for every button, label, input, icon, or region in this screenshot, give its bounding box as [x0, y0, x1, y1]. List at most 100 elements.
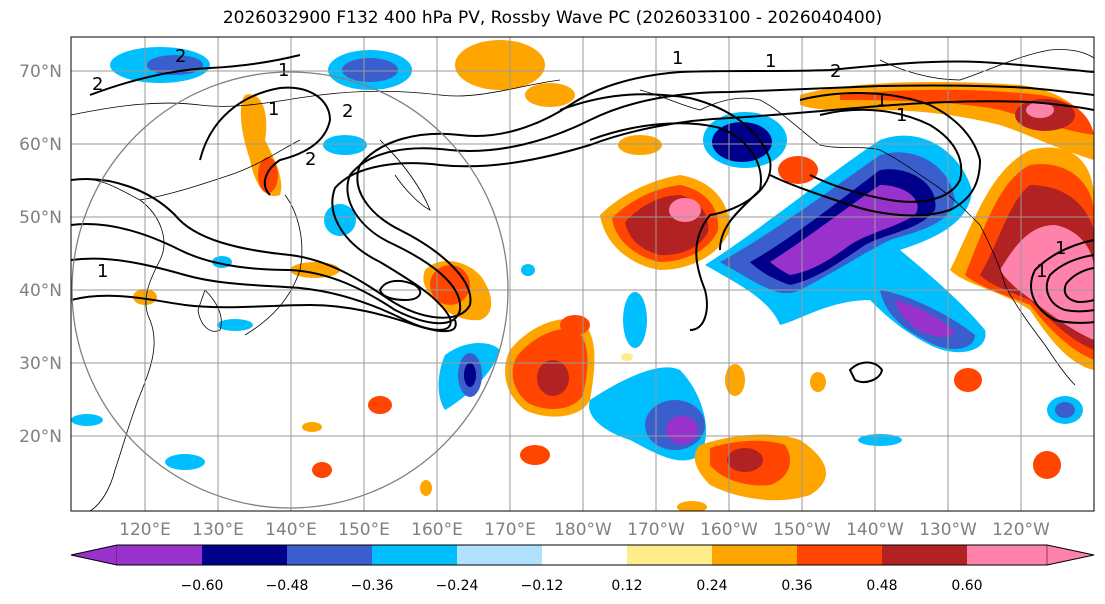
lat-label: 70°N	[19, 62, 62, 82]
positive-anomaly-region	[455, 40, 545, 90]
positive-anomaly-region	[725, 364, 745, 396]
colorbar-tick-label: −0.36	[351, 578, 394, 594]
positive-anomaly-region	[368, 396, 392, 414]
reference-circle	[71, 71, 509, 509]
lat-label: 30°N	[19, 354, 62, 374]
positive-anomaly-region	[430, 265, 470, 305]
colorbar-segment	[372, 545, 457, 565]
lat-label: 50°N	[19, 208, 62, 228]
colorbar-segment	[712, 545, 797, 565]
colorbar-tick-label: 0.24	[696, 578, 727, 594]
contour-label-group: 2 1 2 1 2 2 1 1 2 1 1 1 1 1	[92, 46, 1066, 282]
negative-anomaly-region	[521, 264, 535, 276]
korea-coastline	[197, 289, 222, 332]
positive-anomaly-region	[312, 462, 332, 478]
lon-label: 150°E	[338, 520, 390, 540]
kamchatka-coastline	[379, 139, 431, 211]
colorbar-tick-label: −0.24	[436, 578, 479, 594]
colorbar-tick-label: 0.60	[951, 578, 982, 594]
contour-label: 1	[268, 99, 279, 120]
negative-anomaly-region	[770, 185, 918, 275]
contour-label: 2	[175, 46, 186, 67]
lon-label: 120°E	[119, 520, 171, 540]
colorbar-segment	[627, 545, 712, 565]
positive-anomaly-region	[727, 448, 763, 472]
asia-coastline	[139, 139, 301, 201]
lon-label: 180°W	[554, 520, 612, 540]
colorbar-segment	[457, 545, 542, 565]
contour-label: 2	[305, 149, 316, 170]
positive-anomaly-region	[560, 315, 590, 335]
negative-anomaly-region	[1055, 402, 1075, 418]
positive-anomaly-region	[1033, 451, 1061, 479]
colorbar-segment	[202, 545, 287, 565]
map-title: 2026032900 F132 400 hPa PV, Rossby Wave …	[222, 8, 883, 28]
pv-contour-line	[89, 54, 301, 96]
positive-anomaly-region	[258, 157, 278, 193]
colorbar-segment	[542, 545, 627, 565]
pv-contour-line	[1063, 267, 1094, 304]
siberia-coastline	[71, 79, 561, 116]
contour-label: 1	[1036, 261, 1047, 282]
colorbar-tick-label: 0.48	[866, 578, 897, 594]
lon-label: 170°E	[484, 520, 536, 540]
pv-contour-line	[71, 294, 457, 333]
lon-label: 150°W	[773, 520, 831, 540]
pv-contour-line	[769, 92, 982, 217]
colorbar-tick-label: 0.12	[611, 578, 642, 594]
colorbar-segment	[882, 545, 967, 565]
contour-label: 1	[876, 90, 887, 111]
pv-contour-line	[1030, 239, 1094, 324]
pv-contour-line	[378, 279, 422, 302]
colorbar-tick-label: −0.60	[181, 578, 224, 594]
positive-anomaly-region	[810, 372, 826, 392]
positive-anomaly-region	[420, 480, 432, 496]
negative-anomaly-region	[323, 135, 367, 155]
latitude-labels: 70°N 60°N 50°N 40°N 30°N 20°N	[19, 62, 62, 447]
lat-label: 60°N	[19, 135, 62, 155]
pv-contour-line	[71, 60, 1094, 319]
positive-anomaly-region	[520, 445, 550, 465]
longitude-labels: 120°E 130°E 140°E 150°E 160°E 170°E 180°…	[119, 520, 1050, 540]
lon-label: 140°W	[846, 520, 904, 540]
colorbar-extend-max	[1046, 544, 1095, 566]
contour-label: 1	[1055, 238, 1066, 259]
positive-anomaly-region	[1026, 102, 1054, 118]
contour-label: 2	[92, 74, 103, 95]
lon-label: 120°W	[992, 520, 1050, 540]
colorbar-outline	[70, 544, 1095, 566]
contour-label: 1	[672, 48, 683, 69]
negative-anomaly-region	[165, 454, 205, 470]
pv-anomaly-shading	[71, 40, 1094, 511]
positive-anomaly-region	[677, 501, 707, 511]
colorbar-segment	[797, 545, 882, 565]
lon-label: 130°E	[192, 520, 244, 540]
contour-label: 2	[342, 101, 353, 122]
positive-anomaly-region	[669, 198, 701, 222]
negative-anomaly-region	[858, 434, 902, 446]
negative-anomaly-region	[623, 292, 647, 348]
lon-label: 160°W	[700, 520, 758, 540]
colorbar-tick-labels: −0.60 −0.48 −0.36 −0.24 −0.12 0.12 0.24 …	[181, 578, 983, 594]
positive-anomaly-region	[621, 353, 633, 361]
negative-anomaly-region	[342, 58, 398, 82]
asia-coastline	[71, 178, 165, 511]
contour-label: 2	[830, 61, 841, 82]
pv-contours	[71, 54, 1094, 383]
colorbar-tick-label: −0.48	[266, 578, 309, 594]
positive-anomaly-region	[778, 156, 818, 184]
positive-anomaly-region	[302, 422, 322, 432]
graticule	[71, 37, 1094, 511]
map-layers: 2 1 2 1 2 2 1 1 2 1 1 1 1 1	[71, 37, 1094, 511]
lon-label: 170°W	[627, 520, 685, 540]
lat-label: 40°N	[19, 281, 62, 301]
positive-anomaly-region	[290, 262, 340, 278]
contour-label: 1	[278, 60, 289, 81]
contour-label: 1	[97, 261, 108, 282]
colorbar	[70, 544, 1095, 566]
pv-contour-line	[71, 100, 1094, 331]
lat-label: 20°N	[19, 427, 62, 447]
negative-anomaly-region	[895, 300, 955, 337]
negative-anomaly-region	[666, 416, 698, 444]
